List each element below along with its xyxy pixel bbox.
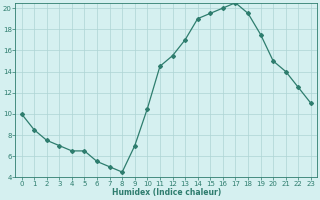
X-axis label: Humidex (Indice chaleur): Humidex (Indice chaleur)	[112, 188, 221, 197]
